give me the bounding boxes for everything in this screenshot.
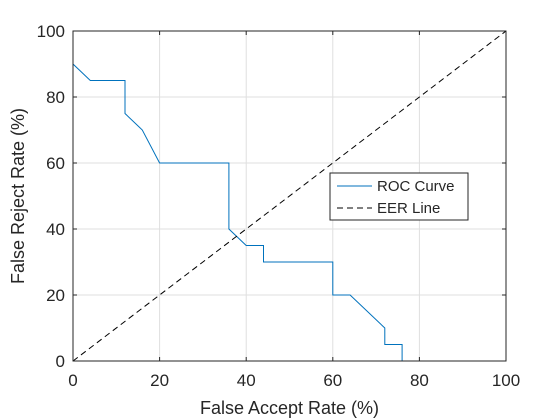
axes-frame bbox=[72, 30, 507, 362]
y-tick-label: 0 bbox=[56, 352, 65, 371]
x-tick-label: 100 bbox=[492, 371, 520, 390]
legend: ROC Curve EER Line bbox=[329, 172, 469, 221]
legend-box bbox=[329, 172, 469, 221]
y-tick-label: 60 bbox=[46, 154, 65, 173]
x-tick-label: 20 bbox=[150, 371, 169, 390]
series-eer-line bbox=[72, 30, 507, 362]
y-tick-label: 80 bbox=[46, 88, 65, 107]
x-tick-label: 0 bbox=[68, 371, 77, 390]
y-tick-label: 20 bbox=[46, 286, 65, 305]
ticks: 0 20 40 60 80 100 0 20 40 60 80 100 bbox=[37, 22, 521, 390]
legend-label-roc-curve: ROC Curve bbox=[377, 178, 455, 195]
legend-label-eer-line: EER Line bbox=[377, 200, 440, 217]
y-tick-label: 100 bbox=[37, 22, 65, 41]
x-tick-label: 80 bbox=[410, 371, 429, 390]
x-tick-label: 40 bbox=[237, 371, 256, 390]
x-tick-label: 60 bbox=[323, 371, 342, 390]
series-roc-curve bbox=[72, 31, 506, 362]
y-axis-label: False Reject Rate (%) bbox=[8, 108, 28, 284]
y-tick-label: 40 bbox=[46, 220, 65, 239]
x-axis-label: False Accept Rate (%) bbox=[200, 398, 379, 418]
plot-area bbox=[72, 30, 507, 362]
